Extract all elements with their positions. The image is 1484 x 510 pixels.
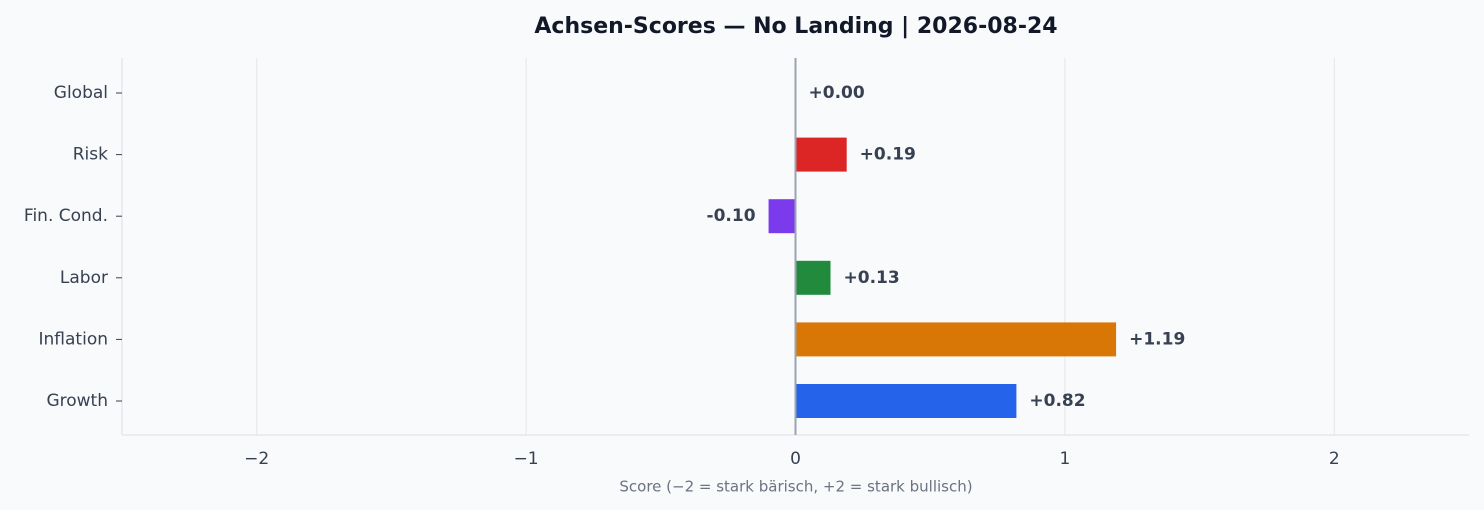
bar <box>795 260 831 295</box>
bar <box>768 199 796 234</box>
bar <box>795 384 1017 418</box>
x-tick-label: −1 <box>514 449 539 469</box>
value-label: +0.00 <box>809 83 865 103</box>
y-tick-label: Fin. Cond. <box>24 206 108 226</box>
bar <box>795 137 847 172</box>
value-label: -0.10 <box>707 206 756 226</box>
value-label: +0.82 <box>1029 391 1085 411</box>
value-label: +1.19 <box>1129 329 1185 349</box>
x-tick-label: 0 <box>790 449 801 469</box>
x-tick-label: 2 <box>1329 449 1340 469</box>
y-tick-label: Inflation <box>39 329 108 349</box>
value-label: +0.19 <box>860 145 916 165</box>
y-tick-label: Growth <box>46 391 108 411</box>
x-tick-label: 1 <box>1059 449 1070 469</box>
y-tick-label: Global <box>54 83 108 103</box>
chart-title: Achsen-Scores — No Landing | 2026-08-24 <box>534 14 1057 39</box>
x-tick-label: −2 <box>244 449 269 469</box>
value-label: +0.13 <box>844 268 900 288</box>
y-tick-label: Labor <box>60 268 108 288</box>
y-tick-label: Risk <box>73 145 108 165</box>
bar <box>795 322 1117 357</box>
x-axis-label: Score (−2 = stark bärisch, +2 = stark bu… <box>619 478 972 496</box>
